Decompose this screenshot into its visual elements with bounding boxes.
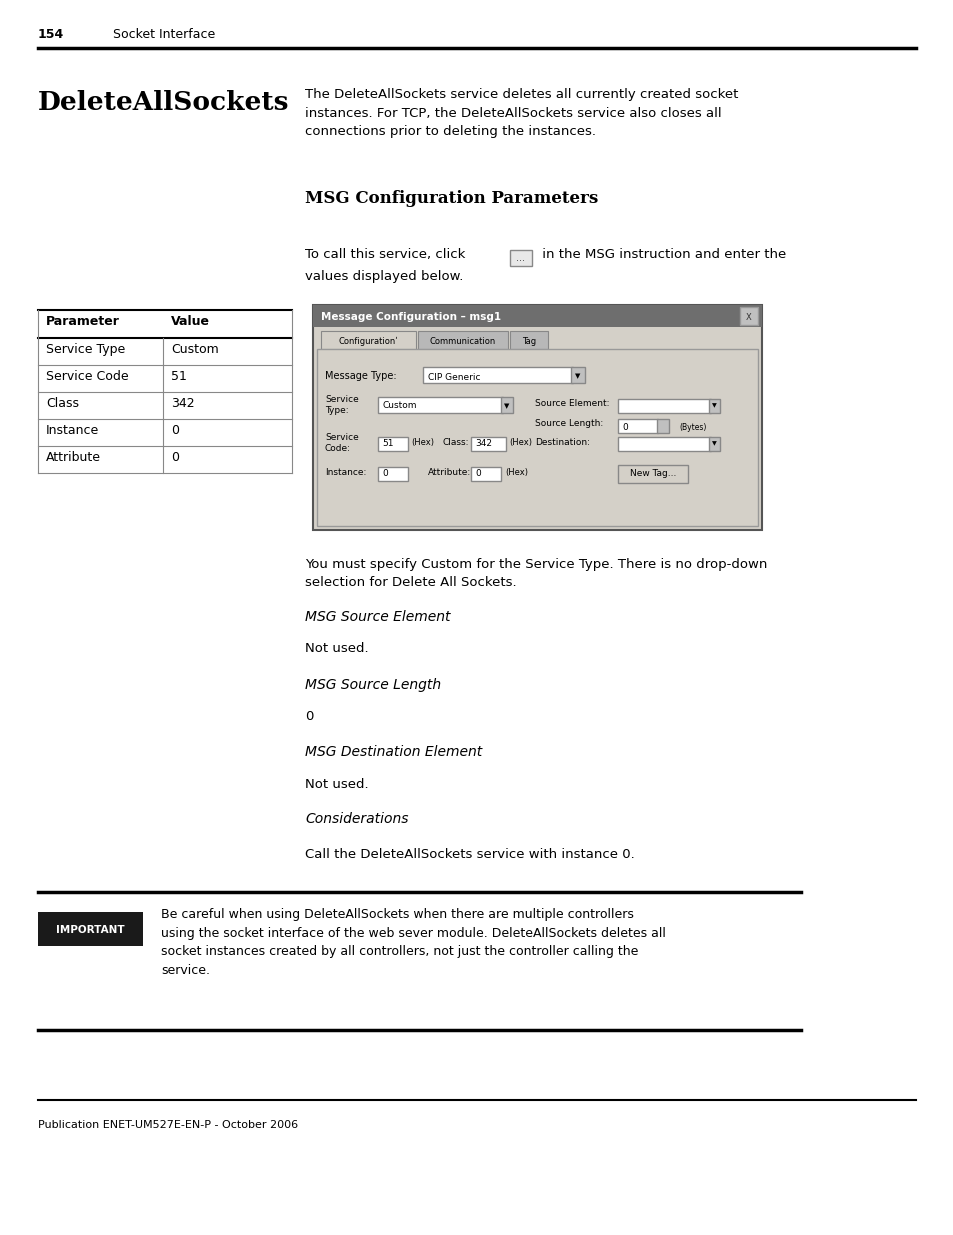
Bar [417, 331, 507, 350]
Text: 342: 342 [171, 396, 194, 410]
Text: Socket Interface: Socket Interface [112, 28, 215, 41]
Text: X: X [745, 312, 751, 321]
Bar [618, 419, 658, 433]
Text: ▼: ▼ [504, 403, 509, 409]
Bar [618, 437, 710, 451]
Text: IMPORTANT: IMPORTANT [56, 925, 125, 935]
Text: Attribute: Attribute [46, 451, 101, 464]
Text: To call this service, click: To call this service, click [305, 248, 469, 261]
Bar [422, 367, 573, 383]
Text: values displayed below.: values displayed below. [305, 270, 463, 283]
Text: Message Configuration – msg1: Message Configuration – msg1 [320, 312, 500, 322]
Text: MSG Destination Element: MSG Destination Element [305, 745, 482, 760]
Text: Instance: Instance [46, 424, 99, 437]
Text: Communication: Communication [430, 336, 496, 346]
Text: Destination:: Destination: [535, 438, 589, 447]
Text: MSG Source Length: MSG Source Length [305, 678, 440, 692]
Text: Service Code: Service Code [46, 370, 129, 383]
Text: MSG Configuration Parameters: MSG Configuration Parameters [305, 190, 598, 207]
Text: (Bytes): (Bytes) [679, 422, 705, 431]
Text: ▼: ▼ [711, 441, 716, 447]
Text: 0: 0 [475, 469, 480, 478]
Bar [657, 419, 668, 433]
Text: ▼: ▼ [575, 373, 580, 379]
Text: CIP Generic: CIP Generic [428, 373, 480, 382]
Text: Value: Value [171, 315, 210, 329]
Bar [471, 467, 500, 480]
Text: Configurationʹ: Configurationʹ [338, 336, 398, 346]
Text: Service
Type:: Service Type: [325, 395, 358, 415]
Bar [377, 396, 502, 412]
Bar [320, 331, 416, 350]
Text: ...: ... [516, 253, 525, 263]
Text: Source Element:: Source Element: [535, 399, 609, 408]
Text: ▼: ▼ [711, 404, 716, 409]
Text: 0: 0 [305, 710, 313, 722]
Bar [313, 305, 761, 530]
Text: (Hex): (Hex) [504, 468, 527, 477]
Text: New Tag...: New Tag... [629, 469, 676, 478]
Text: 0: 0 [171, 424, 179, 437]
Text: 342: 342 [475, 440, 492, 448]
Text: (Hex): (Hex) [411, 438, 434, 447]
Text: Call the DeleteAllSockets service with instance 0.: Call the DeleteAllSockets service with i… [305, 848, 634, 861]
Bar [377, 437, 408, 451]
Text: DeleteAllSockets: DeleteAllSockets [38, 90, 289, 115]
Text: Attribute:: Attribute: [428, 468, 471, 477]
Text: 0: 0 [621, 422, 627, 431]
Text: Publication ENET-UM527E-EN-P - October 2006: Publication ENET-UM527E-EN-P - October 2… [38, 1120, 297, 1130]
Text: Service Type: Service Type [46, 343, 125, 356]
Text: Source Length:: Source Length: [535, 419, 602, 429]
Text: Custom: Custom [171, 343, 218, 356]
Bar [377, 467, 408, 480]
Bar [510, 331, 547, 350]
Bar [618, 399, 710, 412]
Text: Not used.: Not used. [305, 778, 368, 790]
Text: (Hex): (Hex) [509, 438, 532, 447]
Text: Be careful when using DeleteAllSockets when there are multiple controllers
using: Be careful when using DeleteAllSockets w… [161, 908, 665, 977]
Bar [313, 305, 761, 327]
Text: 0: 0 [171, 451, 179, 464]
Bar [708, 437, 720, 451]
Bar [500, 396, 513, 412]
Text: 0: 0 [381, 469, 387, 478]
Bar [471, 437, 505, 451]
Text: Class:: Class: [442, 438, 469, 447]
Text: 51: 51 [171, 370, 187, 383]
Text: Custom: Custom [382, 401, 417, 410]
Text: MSG Source Element: MSG Source Element [305, 610, 450, 624]
Text: Tag: Tag [521, 336, 536, 346]
Text: 154: 154 [38, 28, 64, 41]
Bar [38, 911, 143, 946]
Text: Instance:: Instance: [325, 468, 366, 477]
Bar [510, 249, 532, 266]
Bar [618, 466, 687, 483]
Text: Class: Class [46, 396, 79, 410]
Text: Considerations: Considerations [305, 811, 408, 826]
Bar [708, 399, 720, 412]
Text: Parameter: Parameter [46, 315, 120, 329]
Text: Message Type:: Message Type: [325, 370, 396, 382]
Text: You must specify Custom for the Service Type. There is no drop-down
selection fo: You must specify Custom for the Service … [305, 558, 766, 589]
Text: in the MSG instruction and enter the: in the MSG instruction and enter the [537, 248, 785, 261]
Text: The DeleteAllSockets service deletes all currently created socket
instances. For: The DeleteAllSockets service deletes all… [305, 88, 738, 138]
Bar [571, 367, 584, 383]
Bar [740, 308, 758, 325]
Text: 51: 51 [381, 440, 393, 448]
Text: Service
Code:: Service Code: [325, 433, 358, 453]
Bar [316, 350, 758, 526]
Text: Not used.: Not used. [305, 642, 368, 655]
